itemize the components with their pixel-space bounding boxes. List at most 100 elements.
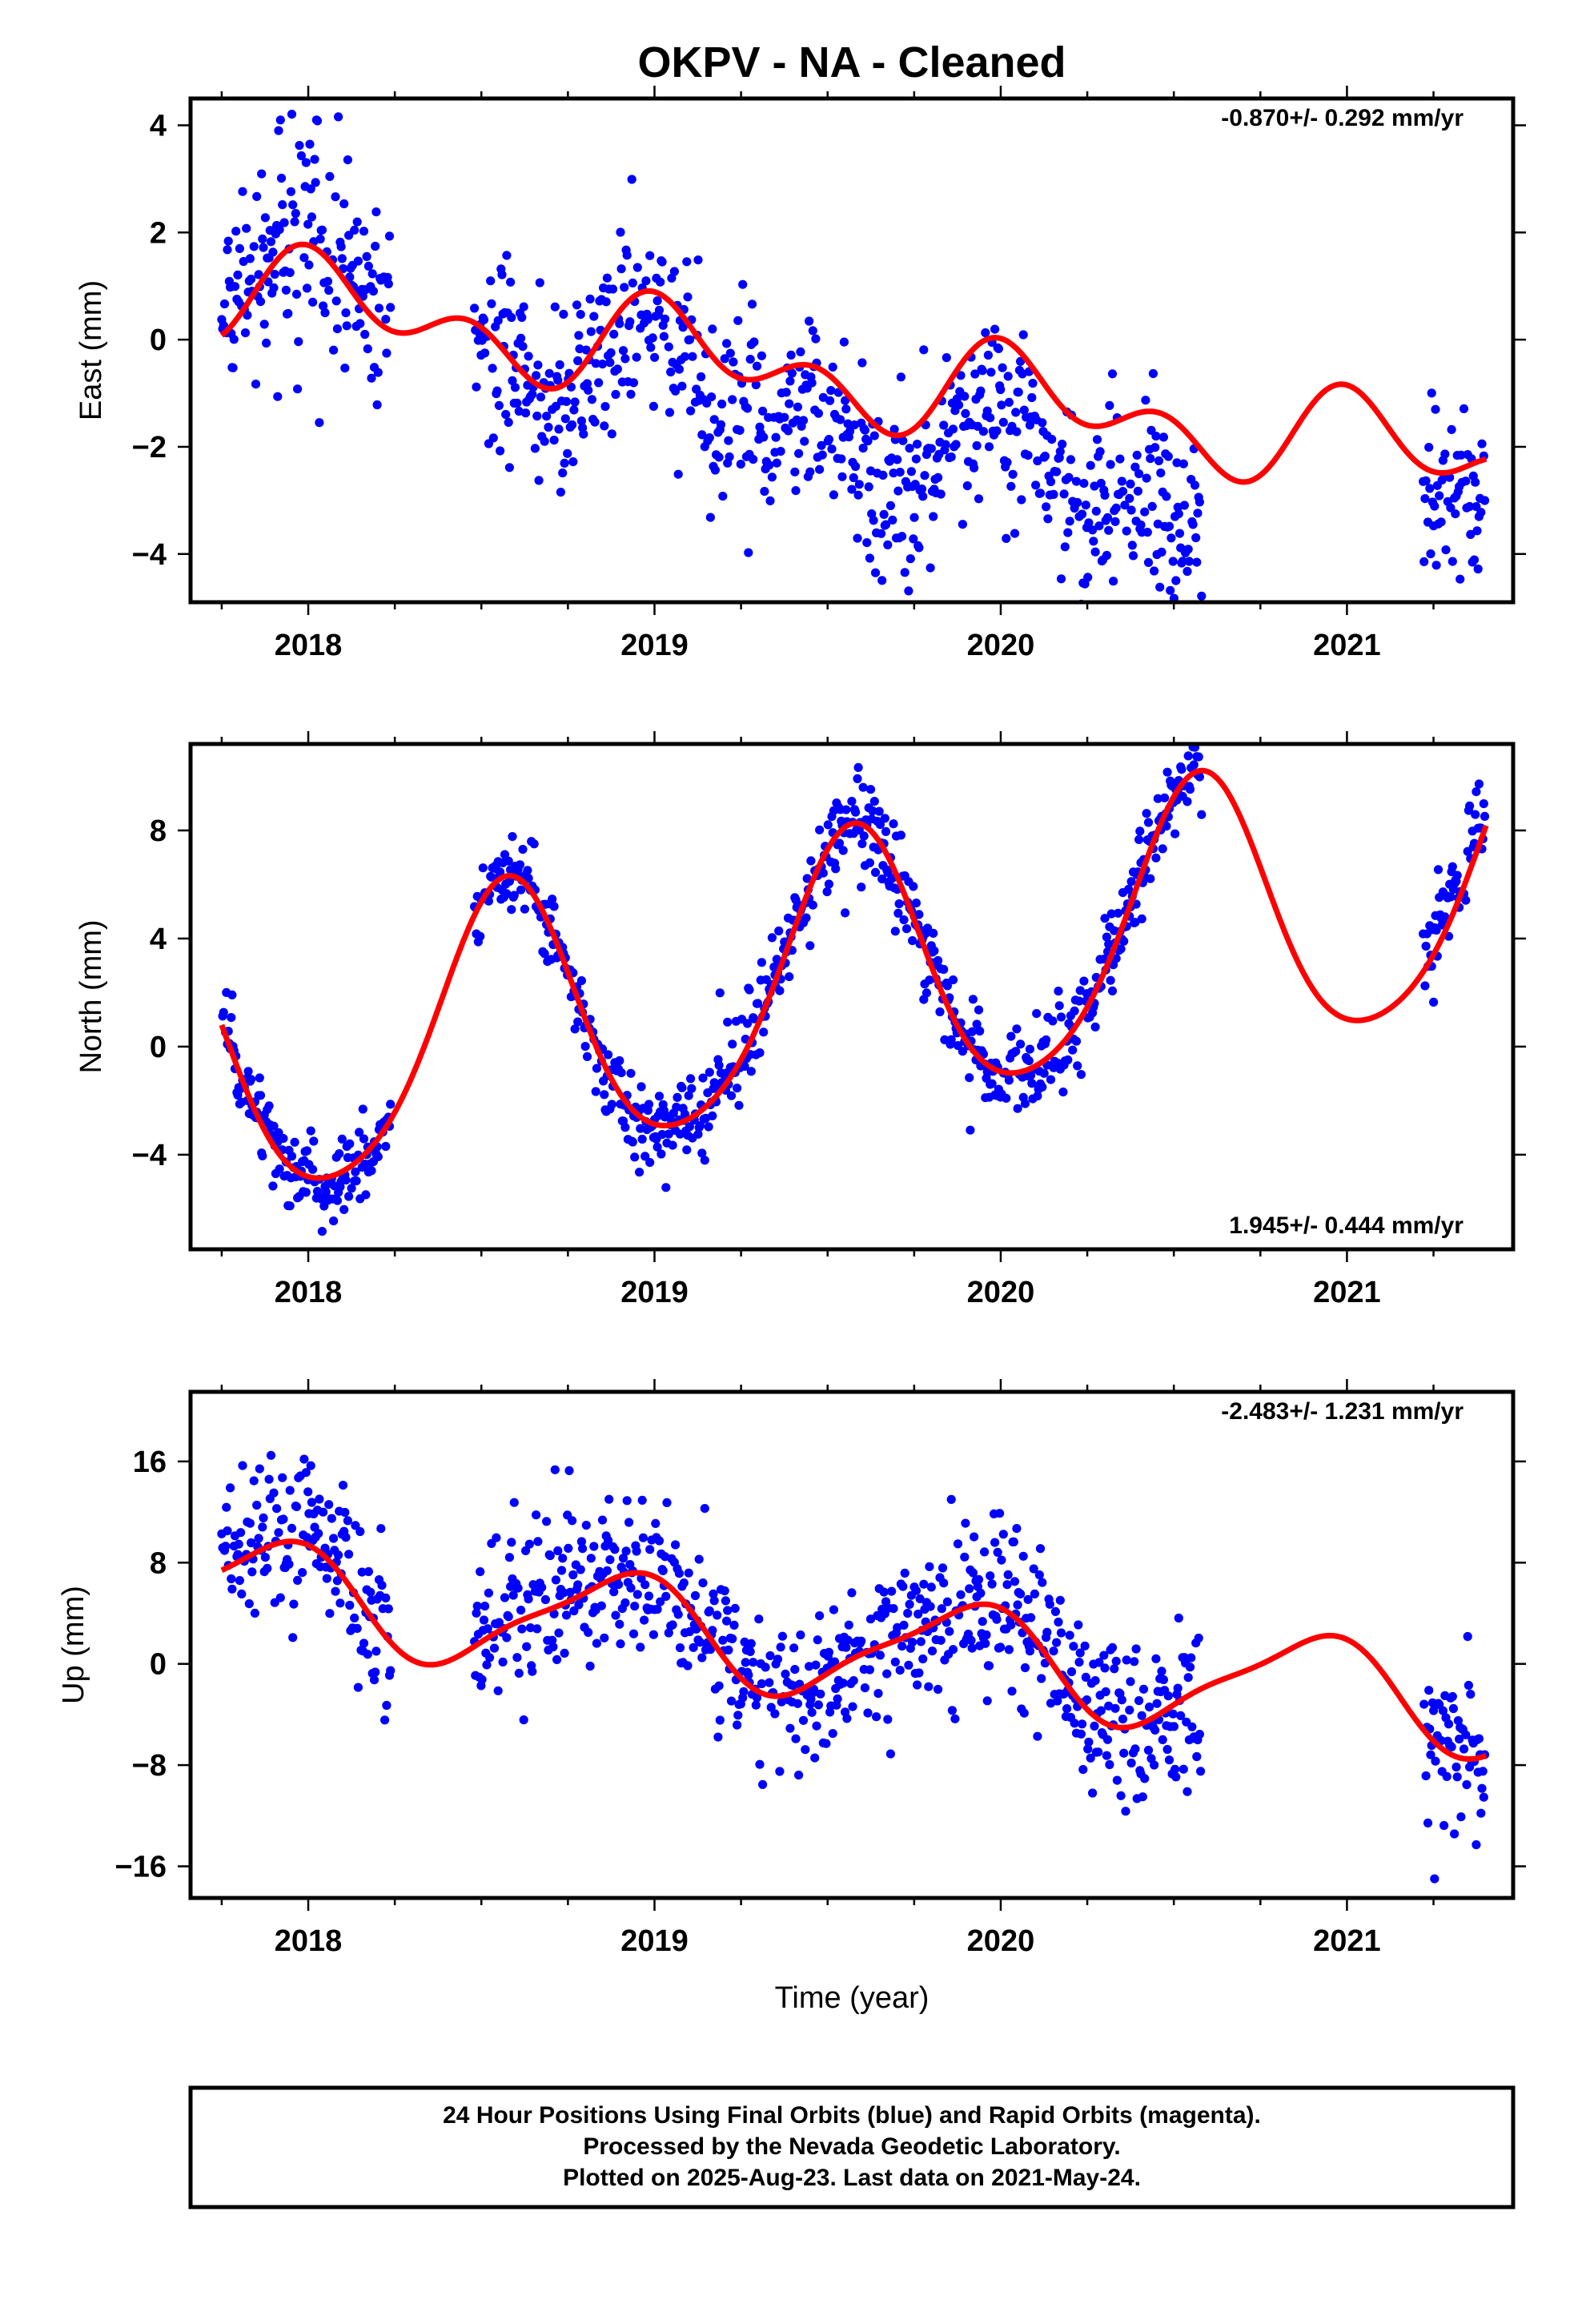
x-tick-label: 2018 bbox=[275, 1924, 343, 1958]
data-point bbox=[715, 1715, 725, 1725]
data-point bbox=[975, 1026, 985, 1036]
data-point bbox=[1471, 477, 1480, 487]
data-point bbox=[1035, 489, 1046, 498]
data-point bbox=[607, 429, 616, 439]
data-point bbox=[285, 1486, 295, 1495]
data-point bbox=[986, 368, 996, 377]
data-point bbox=[1178, 557, 1187, 566]
data-point bbox=[582, 379, 592, 388]
data-point bbox=[1126, 1758, 1136, 1768]
model-fit-line bbox=[219, 241, 1488, 485]
data-point bbox=[1079, 976, 1089, 986]
data-point bbox=[260, 213, 270, 223]
data-point bbox=[1096, 478, 1106, 489]
data-point bbox=[818, 392, 828, 402]
data-point bbox=[269, 1121, 279, 1131]
data-point bbox=[775, 1767, 785, 1776]
data-point bbox=[223, 1526, 232, 1536]
data-point bbox=[285, 267, 295, 277]
model-fit-line bbox=[220, 1538, 1488, 1762]
data-point bbox=[905, 554, 915, 564]
data-point bbox=[235, 1576, 244, 1586]
data-point bbox=[765, 496, 775, 506]
data-point bbox=[934, 1684, 943, 1695]
data-point bbox=[883, 540, 893, 550]
data-point bbox=[306, 1126, 315, 1136]
data-point bbox=[705, 1645, 716, 1655]
data-point bbox=[946, 1494, 956, 1504]
data-point bbox=[1431, 1756, 1440, 1766]
data-point bbox=[824, 879, 833, 889]
data-point bbox=[710, 465, 721, 475]
data-point bbox=[860, 425, 869, 435]
data-point bbox=[929, 928, 938, 938]
data-point bbox=[728, 1634, 737, 1643]
data-point bbox=[335, 1598, 345, 1608]
data-point bbox=[1071, 1036, 1082, 1046]
data-point bbox=[656, 1149, 666, 1159]
data-point bbox=[493, 316, 503, 325]
data-point bbox=[334, 1550, 343, 1560]
data-point bbox=[1003, 372, 1013, 381]
data-point bbox=[352, 217, 362, 227]
data-point bbox=[878, 470, 888, 480]
data-point bbox=[1183, 1673, 1193, 1683]
data-point bbox=[815, 464, 825, 474]
data-point bbox=[1064, 472, 1074, 482]
data-point bbox=[728, 1039, 737, 1049]
data-point bbox=[652, 296, 662, 306]
data-point bbox=[998, 1530, 1008, 1539]
y-tick-label: 8 bbox=[150, 1546, 167, 1580]
data-point bbox=[658, 1566, 668, 1575]
data-point bbox=[601, 297, 611, 307]
data-point bbox=[1111, 954, 1121, 963]
data-point bbox=[743, 1019, 753, 1028]
data-point bbox=[616, 264, 626, 274]
data-point bbox=[549, 436, 559, 445]
data-point bbox=[1433, 865, 1443, 875]
data-point bbox=[1426, 549, 1435, 559]
data-point bbox=[564, 1466, 574, 1475]
data-point bbox=[982, 1696, 992, 1706]
data-point bbox=[862, 538, 872, 548]
data-point bbox=[829, 1605, 838, 1614]
data-point bbox=[1074, 1658, 1084, 1667]
data-point bbox=[332, 324, 342, 334]
data-point bbox=[697, 372, 706, 382]
data-point bbox=[919, 1579, 929, 1589]
data-point bbox=[625, 317, 635, 327]
data-point bbox=[242, 223, 251, 233]
data-point bbox=[508, 376, 517, 385]
data-point bbox=[757, 958, 767, 967]
data-point bbox=[1090, 1721, 1099, 1731]
data-point bbox=[790, 1665, 800, 1675]
data-point bbox=[532, 411, 542, 421]
data-point bbox=[569, 1606, 579, 1616]
data-point bbox=[1152, 1699, 1162, 1708]
data-point bbox=[717, 399, 727, 409]
data-point bbox=[693, 255, 703, 265]
data-point bbox=[786, 350, 796, 360]
data-point bbox=[796, 347, 805, 356]
data-point bbox=[592, 1063, 602, 1073]
data-point bbox=[259, 320, 269, 329]
data-point bbox=[542, 412, 552, 421]
data-point bbox=[1125, 1705, 1134, 1715]
data-point bbox=[827, 444, 837, 454]
data-point bbox=[722, 339, 732, 348]
data-point bbox=[1085, 625, 1094, 634]
data-point bbox=[978, 427, 988, 436]
data-point bbox=[605, 1555, 615, 1565]
data-point bbox=[339, 1204, 349, 1214]
data-point bbox=[479, 1615, 489, 1625]
data-point bbox=[995, 1509, 1005, 1518]
data-point bbox=[749, 337, 759, 347]
data-point bbox=[792, 415, 801, 424]
data-point bbox=[553, 376, 563, 385]
data-point bbox=[847, 485, 857, 494]
data-point bbox=[865, 1665, 874, 1675]
x-tick-label: 2020 bbox=[967, 1276, 1035, 1309]
data-point bbox=[589, 1542, 599, 1551]
data-point bbox=[686, 1074, 696, 1084]
data-point bbox=[685, 335, 695, 344]
